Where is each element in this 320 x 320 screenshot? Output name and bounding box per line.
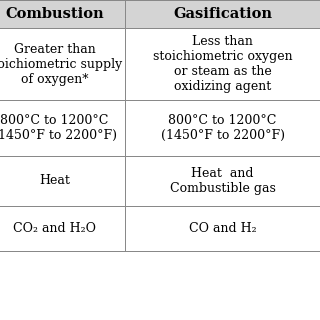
- Text: CO and H₂: CO and H₂: [189, 222, 256, 235]
- Text: Heat  and
Combustible gas: Heat and Combustible gas: [170, 167, 276, 195]
- Text: CO₂ and H₂O: CO₂ and H₂O: [13, 222, 96, 235]
- Bar: [125, 206, 320, 251]
- Bar: [0, 206, 125, 251]
- Bar: [0, 156, 125, 206]
- Bar: [125, 156, 320, 206]
- Bar: [125, 0, 320, 28]
- Bar: [0, 0, 125, 28]
- Text: Heat: Heat: [39, 174, 70, 188]
- Text: Combustion: Combustion: [5, 7, 104, 21]
- Text: Greater than
stoichiometric supply
of oxygen*: Greater than stoichiometric supply of ox…: [0, 43, 123, 86]
- Bar: [125, 28, 320, 100]
- Text: 800°C to 1200°C
(1450°F to 2200°F): 800°C to 1200°C (1450°F to 2200°F): [0, 114, 116, 142]
- Bar: [0, 0, 320, 251]
- Text: 800°C to 1200°C
(1450°F to 2200°F): 800°C to 1200°C (1450°F to 2200°F): [161, 114, 284, 142]
- Text: Less than
stoichiometric oxygen
or steam as the
oxidizing agent: Less than stoichiometric oxygen or steam…: [153, 35, 292, 93]
- Text: Gasification: Gasification: [173, 7, 272, 21]
- Bar: [0, 28, 125, 100]
- Bar: [125, 100, 320, 156]
- Bar: [0, 100, 125, 156]
